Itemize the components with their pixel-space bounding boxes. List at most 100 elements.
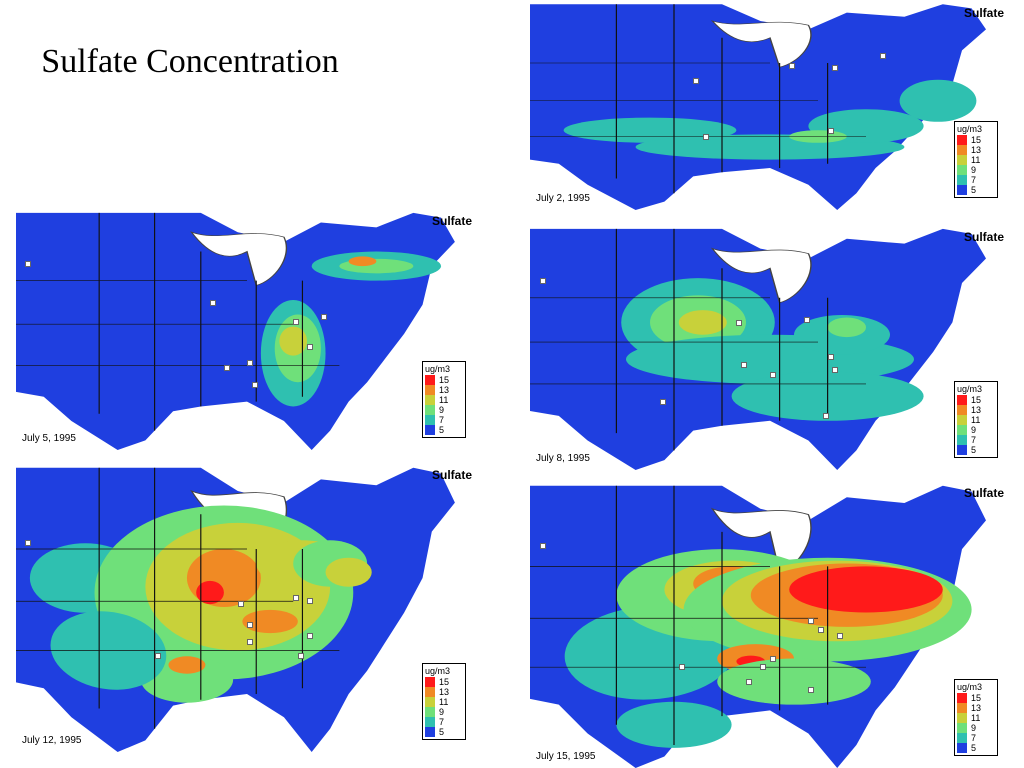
monitor-site-marker bbox=[760, 664, 767, 671]
legend-row: 11 bbox=[425, 697, 463, 707]
legend-swatch bbox=[957, 743, 967, 753]
legend-value: 7 bbox=[971, 733, 977, 743]
legend-value: 7 bbox=[971, 435, 977, 445]
legend-value: 7 bbox=[439, 717, 445, 727]
monitor-site-marker bbox=[210, 299, 217, 306]
concentration-area bbox=[717, 658, 871, 705]
sulfate-map-jul2: Sulfate July 2, 1995 ug/m3 15 13 11 9 7 5 bbox=[530, 0, 1010, 210]
panel-date: July 15, 1995 bbox=[536, 751, 596, 762]
panel-label: Sulfate bbox=[431, 468, 472, 482]
monitor-site-marker bbox=[25, 261, 32, 268]
monitor-site-marker bbox=[251, 382, 258, 389]
legend-row: 11 bbox=[957, 713, 995, 723]
monitor-site-marker bbox=[693, 77, 700, 84]
legend-swatch bbox=[425, 727, 435, 737]
legend-value: 5 bbox=[971, 743, 977, 753]
legend-value: 11 bbox=[971, 415, 981, 425]
great-lakes bbox=[190, 231, 288, 286]
slide-title: Sulfate Concentration bbox=[30, 40, 350, 84]
legend-swatch bbox=[425, 717, 435, 727]
legend-value: 15 bbox=[971, 135, 982, 145]
legend-row: 7 bbox=[957, 435, 995, 445]
legend-row: 9 bbox=[957, 425, 995, 435]
great-lakes bbox=[710, 247, 812, 304]
legend-row: 15 bbox=[425, 375, 463, 385]
monitor-site-marker bbox=[789, 63, 796, 69]
legend-row: 13 bbox=[957, 145, 995, 155]
monitor-site-marker bbox=[320, 314, 327, 321]
legend-swatch bbox=[957, 155, 967, 165]
legend-row: 5 bbox=[957, 743, 995, 753]
legend-swatch bbox=[957, 185, 967, 195]
legend-row: 13 bbox=[957, 703, 995, 713]
legend-unit: ug/m3 bbox=[425, 666, 451, 676]
legend-row: 15 bbox=[957, 693, 995, 703]
legend-swatch bbox=[425, 707, 435, 717]
legend-value: 13 bbox=[439, 687, 450, 697]
monitor-site-marker bbox=[741, 361, 748, 368]
legend-row: 9 bbox=[425, 707, 463, 717]
map-canvas bbox=[16, 212, 455, 450]
monitor-site-marker bbox=[770, 371, 776, 378]
legend-row: 7 bbox=[957, 733, 995, 743]
monitor-site-marker bbox=[223, 365, 230, 372]
legend-value: 11 bbox=[439, 697, 449, 707]
legend-value: 7 bbox=[439, 415, 445, 425]
monitor-site-marker bbox=[293, 595, 300, 602]
monitor-site-marker bbox=[803, 317, 810, 324]
legend-value: 15 bbox=[439, 375, 450, 385]
legend-swatch bbox=[425, 415, 435, 425]
legend-row: 7 bbox=[425, 717, 463, 727]
legend-swatch bbox=[957, 165, 967, 175]
monitor-site-marker bbox=[247, 360, 253, 367]
panel-date: July 8, 1995 bbox=[536, 453, 590, 464]
title-text: Sulfate Concentration bbox=[41, 43, 339, 80]
panel-label: Sulfate bbox=[963, 486, 1004, 500]
legend-swatch bbox=[957, 445, 967, 455]
monitor-site-marker bbox=[297, 653, 304, 660]
legend-row: 9 bbox=[957, 165, 995, 175]
concentration-legend: ug/m3 15 13 11 9 7 5 bbox=[422, 663, 466, 740]
legend-swatch bbox=[425, 405, 435, 415]
legend-swatch bbox=[957, 435, 967, 445]
legend-swatch bbox=[425, 677, 435, 687]
sulfate-map-jul8: Sulfate July 8, 1995 ug/m3 15 13 11 9 7 5 bbox=[530, 224, 1010, 470]
concentration-legend: ug/m3 15 13 11 9 7 5 bbox=[954, 381, 998, 458]
legend-swatch bbox=[425, 697, 435, 707]
legend-value: 15 bbox=[971, 693, 982, 703]
legend-row: 15 bbox=[957, 395, 995, 405]
legend-swatch bbox=[957, 405, 967, 415]
map-canvas bbox=[530, 228, 986, 470]
legend-value: 5 bbox=[439, 727, 445, 737]
legend-value: 11 bbox=[971, 713, 981, 723]
monitor-site-marker bbox=[880, 52, 887, 59]
concentration-area bbox=[789, 566, 943, 613]
monitor-site-marker bbox=[702, 134, 709, 141]
legend-value: 13 bbox=[971, 145, 982, 155]
monitor-site-marker bbox=[659, 398, 666, 405]
state-borders bbox=[530, 4, 866, 194]
legend-swatch bbox=[957, 703, 967, 713]
panel-label: Sulfate bbox=[431, 214, 472, 228]
legend-unit: ug/m3 bbox=[957, 682, 983, 692]
concentration-area bbox=[168, 656, 206, 674]
map-canvas bbox=[530, 4, 986, 210]
concentration-area bbox=[186, 549, 261, 607]
monitor-site-marker bbox=[808, 618, 815, 625]
legend-row: 11 bbox=[957, 155, 995, 165]
legend-row: 11 bbox=[957, 415, 995, 425]
monitor-site-marker bbox=[539, 543, 546, 550]
legend-row: 13 bbox=[957, 405, 995, 415]
monitor-site-marker bbox=[293, 319, 300, 326]
sulfate-map-jul5: Sulfate July 5, 1995 ug/m3 15 13 11 9 7 5 bbox=[16, 208, 478, 450]
panel-date: July 5, 1995 bbox=[22, 433, 76, 444]
legend-value: 13 bbox=[971, 703, 982, 713]
monitor-site-marker bbox=[154, 653, 161, 660]
legend-row: 5 bbox=[957, 185, 995, 195]
legend-value: 11 bbox=[971, 155, 981, 165]
map-canvas bbox=[530, 485, 986, 768]
legend-value: 5 bbox=[439, 425, 445, 435]
legend-row: 5 bbox=[425, 425, 463, 435]
sulfate-map-jul12: Sulfate July 12, 1995 ug/m3 15 13 11 9 7 5 bbox=[16, 462, 478, 752]
legend-row: 9 bbox=[957, 723, 995, 733]
